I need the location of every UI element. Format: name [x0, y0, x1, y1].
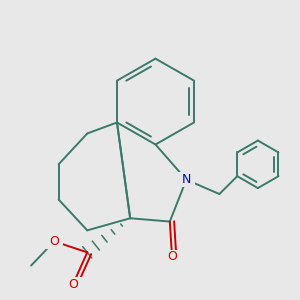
Text: O: O: [167, 250, 177, 263]
FancyBboxPatch shape: [45, 234, 63, 249]
FancyBboxPatch shape: [163, 250, 181, 264]
Text: O: O: [49, 235, 59, 248]
FancyBboxPatch shape: [177, 172, 195, 187]
Text: N: N: [182, 173, 191, 186]
FancyBboxPatch shape: [64, 277, 82, 292]
Text: O: O: [68, 278, 78, 291]
